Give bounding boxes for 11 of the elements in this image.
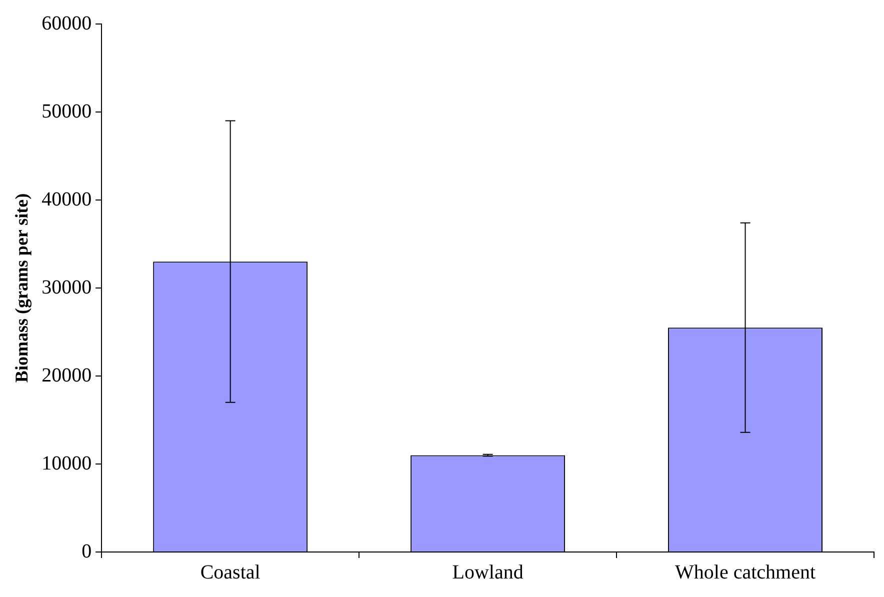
y-tick-label: 30000: [42, 276, 92, 298]
x-tick-label: Lowland: [452, 561, 524, 584]
x-tick-label: Coastal: [200, 561, 261, 584]
y-tick-label: 0: [82, 540, 92, 562]
x-tick-label: Whole catchment: [675, 561, 816, 584]
y-tick-label: 40000: [42, 188, 92, 210]
y-tick-label: 50000: [42, 100, 92, 122]
y-tick-label: 10000: [42, 452, 92, 474]
y-tick-label: 60000: [42, 12, 92, 34]
y-axis-title: Biomass (grams per site): [11, 193, 32, 383]
y-tick-label: 20000: [42, 364, 92, 386]
